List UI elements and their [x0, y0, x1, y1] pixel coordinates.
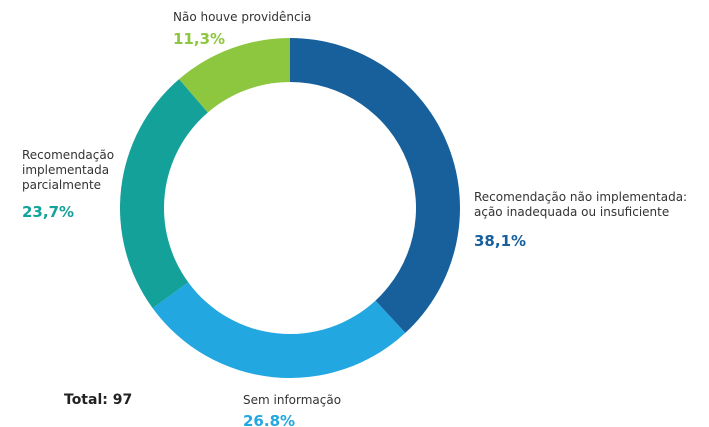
segment-value: 38,1%	[474, 232, 527, 250]
segment-value: 26.8%	[243, 412, 296, 427]
segment-label: Recomendação implementada parcialmente	[22, 148, 115, 192]
segment-label: Não houve providência	[173, 10, 312, 24]
segment-label: Sem informação	[243, 393, 342, 407]
segment-label: Recomendação não implementada: ação inad…	[474, 190, 688, 219]
donut-segment	[179, 38, 290, 113]
donut-segment	[290, 38, 461, 333]
donut-segment	[119, 79, 208, 309]
donut-segment	[152, 282, 406, 379]
segment-value: 11,3%	[173, 30, 226, 48]
segment-value: 23,7%	[22, 203, 75, 221]
total-label: Total: 97	[64, 392, 133, 408]
